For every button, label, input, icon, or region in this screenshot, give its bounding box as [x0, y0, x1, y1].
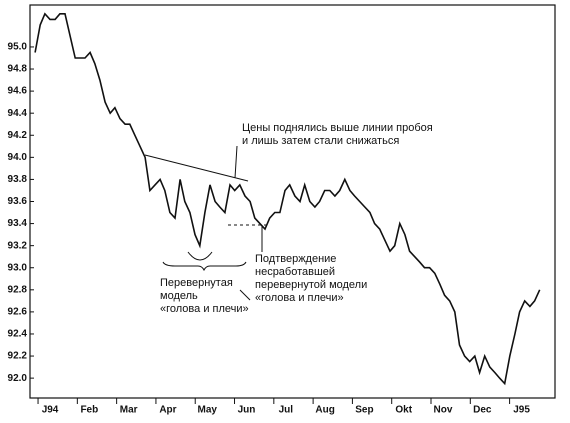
- neckline: [144, 154, 249, 182]
- y-tick-label: 92.2: [8, 351, 28, 362]
- y-tick-label: 94.8: [8, 64, 28, 75]
- y-tick-label: 94.0: [8, 152, 28, 163]
- y-tick-label: 92.0: [8, 373, 28, 384]
- x-tick-label: J94: [42, 405, 59, 416]
- y-tick-label: 93.4: [8, 218, 28, 229]
- annotation: модель: [160, 290, 198, 302]
- y-tick-label: 94.4: [8, 108, 28, 119]
- annotation: Цены поднялись выше линии пробоя: [242, 122, 433, 134]
- y-tick-label: 93.6: [8, 196, 28, 207]
- x-tick-label: Jul: [279, 405, 294, 416]
- annotation: Подтверждение: [255, 253, 336, 265]
- y-tick-label: 95.0: [8, 42, 28, 53]
- x-tick-label: Feb: [80, 405, 98, 416]
- y-tick-label: 94.2: [8, 130, 28, 141]
- annotation: и лишь затем стали снижаться: [242, 135, 399, 147]
- x-tick-label: Mar: [120, 405, 138, 416]
- y-tick-label: 92.8: [8, 284, 28, 295]
- y-tick-label: 93.0: [8, 262, 28, 273]
- x-tick-label: Aug: [315, 405, 334, 416]
- x-tick-label: Okt: [395, 405, 412, 416]
- x-tick-label: J95: [513, 405, 530, 416]
- bracket: [162, 261, 247, 272]
- y-tick-label: 92.4: [8, 329, 28, 340]
- annotation: несработавшей: [255, 266, 335, 278]
- y-tick-label: 93.2: [8, 240, 28, 251]
- annotation: «голова и плечи»: [160, 303, 249, 315]
- x-tick-label: Apr: [159, 405, 176, 416]
- x-tick-label: Sep: [355, 405, 373, 416]
- annotation: Перевернутая: [160, 277, 233, 289]
- y-tick-label: 93.8: [8, 174, 28, 185]
- y-tick-label: 92.6: [8, 307, 28, 318]
- x-tick-label: Jun: [238, 405, 256, 416]
- price-line: [34, 12, 541, 386]
- pointer: [234, 145, 238, 179]
- pointer: [239, 289, 251, 301]
- x-tick-label: Dec: [473, 405, 492, 416]
- plot-frame: [29, 4, 556, 399]
- annotation: перевернутой модели: [255, 279, 367, 291]
- annotation: «голова и плечи»: [255, 292, 344, 304]
- x-tick-label: May: [198, 405, 218, 416]
- head-arc: [187, 251, 213, 261]
- x-tick-label: Nov: [434, 405, 453, 416]
- y-tick-label: 94.6: [8, 86, 28, 97]
